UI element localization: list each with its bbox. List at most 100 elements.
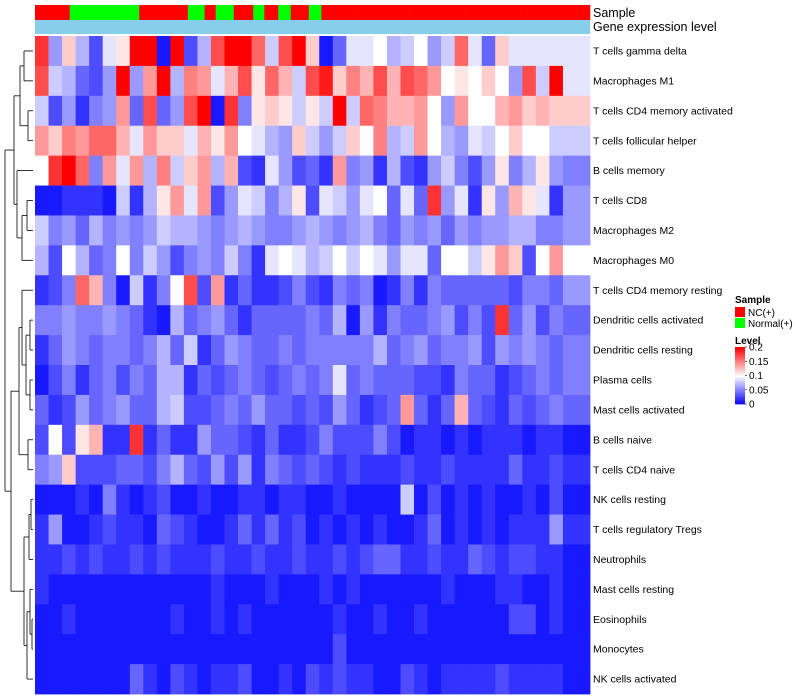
heatmap-cell: [210, 604, 225, 635]
heatmap-cell: [251, 544, 266, 575]
heatmap-cell: [576, 305, 591, 336]
heatmap-cell: [129, 185, 144, 216]
heatmap-cell: [102, 36, 117, 67]
heatmap-cell: [265, 664, 280, 695]
heatmap-cell: [319, 245, 334, 276]
heatmap-cell: [224, 394, 239, 426]
row-labels: T cells gamma delta Macrophages M1 T cells…: [593, 46, 733, 686]
heatmap-cell: [129, 484, 144, 515]
heatmap-cell: [48, 514, 63, 545]
heatmap-cell: [386, 125, 401, 157]
heatmap-cell: [400, 185, 415, 216]
heatmap-cell: [143, 544, 158, 575]
heatmap-cell: [535, 185, 550, 216]
sample-annotation-label: Sample: [593, 6, 635, 20]
heatmap-cell: [414, 394, 428, 426]
heatmap-cell: [238, 155, 252, 186]
heatmap-cell: [265, 275, 280, 306]
heatmap-cell: [332, 65, 347, 97]
heatmap-cell: [265, 335, 280, 366]
heatmap-cell: [183, 155, 198, 186]
row-label: T cells CD4 naive: [593, 464, 675, 476]
heatmap-cell: [468, 544, 483, 575]
heatmap-cell: [197, 125, 212, 157]
sample-annotation-cell: [381, 5, 397, 20]
heatmap-cell: [359, 155, 374, 186]
heatmap-cell: [454, 305, 469, 336]
heatmap-cell: [373, 36, 388, 67]
legend-colorbar-ticks: 0.2 0.15 0.1 0.05 0: [745, 343, 769, 411]
heatmap-cell: [210, 125, 225, 157]
heatmap-cell: [170, 335, 185, 366]
heatmap-cell: [170, 245, 185, 276]
heatmap-cell: [454, 574, 469, 605]
heatmap-cell: [346, 634, 361, 665]
heatmap-cell: [292, 454, 307, 486]
heatmap-cell: [224, 514, 239, 545]
heatmap-cell: [75, 65, 90, 97]
heatmap-cell: [332, 365, 347, 396]
heatmap-cell: [441, 125, 456, 157]
heatmap-cell: [441, 215, 456, 246]
heatmap-cell: [346, 394, 361, 426]
heatmap-cell: [414, 155, 428, 186]
heatmap-cell: [373, 155, 388, 186]
heatmap-cell: [576, 275, 591, 306]
heatmap-cell: [89, 484, 104, 515]
sample-annotation-cell: [492, 5, 508, 20]
heatmap-cell: [481, 335, 496, 366]
heatmap-cell: [35, 36, 49, 67]
heatmap-cell: [35, 454, 49, 486]
heatmap-cell: [481, 305, 496, 336]
heatmap-cell: [197, 275, 212, 306]
expression-annotation-bar: [35, 20, 590, 34]
heatmap-cell: [170, 125, 185, 157]
legend-colorbar-segment: [735, 382, 745, 385]
heatmap-cell: [441, 604, 456, 635]
heatmap-cell: [156, 604, 171, 635]
heatmap-cell: [346, 305, 361, 336]
heatmap-cell: [576, 155, 591, 186]
legend-colorbar-segment: [735, 372, 745, 375]
heatmap-cell: [522, 664, 537, 695]
heatmap-cell: [522, 365, 537, 396]
heatmap-cell: [508, 394, 523, 426]
heatmap-cell: [319, 634, 334, 665]
heatmap-cell: [319, 604, 334, 635]
heatmap-cell: [183, 125, 198, 157]
heatmap-cell: [156, 335, 171, 366]
heatmap-cell: [62, 65, 77, 97]
heatmap-cell: [535, 65, 550, 97]
heatmap-cell: [508, 634, 523, 665]
heatmap-cell: [116, 95, 131, 127]
legend-colorbar-segment: [735, 361, 745, 364]
heatmap-cell: [508, 245, 523, 276]
heatmap-cell: [562, 335, 577, 366]
heatmap-cell: [359, 544, 374, 575]
heatmap-cell: [373, 245, 388, 276]
heatmap-cell: [549, 365, 564, 396]
heatmap-cell: [522, 394, 537, 426]
heatmap-cell: [454, 544, 469, 575]
heatmap-cell: [414, 544, 428, 575]
row-label: T cells CD4 memory resting: [593, 285, 722, 297]
heatmap-cell: [210, 454, 225, 486]
heatmap-cell: [116, 275, 131, 306]
heatmap-cell: [183, 634, 198, 665]
heatmap-cell: [454, 335, 469, 366]
heatmap-cell: [89, 634, 104, 665]
heatmap-cell: [170, 275, 185, 306]
heatmap-cell: [143, 484, 158, 515]
heatmap-cell: [319, 514, 334, 545]
heatmap-cell: [400, 155, 415, 186]
heatmap-cell: [75, 544, 90, 575]
heatmap-cell: [454, 245, 469, 276]
heatmap-cell: [251, 634, 266, 665]
heatmap-cell: [129, 664, 144, 695]
heatmap-cell: [508, 454, 523, 486]
row-label: NK cells activated: [593, 674, 677, 686]
heatmap-cell: [481, 634, 496, 665]
heatmap-cell: [62, 454, 77, 486]
heatmap-cell: [454, 275, 469, 306]
heatmap-cell: [414, 424, 428, 456]
